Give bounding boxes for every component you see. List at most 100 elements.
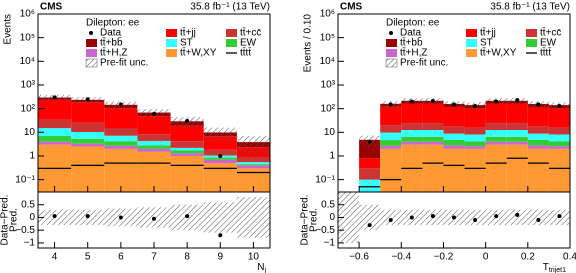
data-point [473, 103, 478, 108]
data-point [85, 97, 90, 102]
y-tick-label: 10 [24, 127, 36, 138]
ratio-y-tick-label: −0.5 [315, 225, 335, 236]
x-tick-label: 9 [218, 252, 224, 263]
stack-bar [170, 147, 204, 151]
stack-bar [464, 127, 486, 135]
stack-bar [104, 108, 138, 129]
stack-bar [137, 116, 171, 135]
stack-bar [380, 140, 402, 146]
ratio-y-tick-label: 0.5 [321, 199, 335, 210]
data-point [494, 99, 499, 104]
stack-bar [401, 103, 423, 124]
legend-label: tt̄+H,Z [100, 46, 128, 58]
ratio-y-label-bottom: Pred. [309, 208, 320, 232]
ratio-point [388, 218, 393, 222]
stack-bar [71, 132, 105, 139]
stack-bar [422, 130, 444, 137]
data-point [409, 99, 414, 104]
y-axis-label: Events / 0.10 [303, 14, 314, 73]
data-point [185, 119, 190, 124]
stack-bar [422, 103, 444, 124]
stack-bar [485, 103, 507, 124]
stack-bar [464, 134, 486, 142]
stack-bar [38, 128, 72, 136]
ratio-y-label-top: Data−Pred. [0, 195, 11, 246]
x-axis-label: Ttrijet1 [543, 262, 566, 273]
x-axis-label: Nj [257, 262, 266, 273]
stack-bar [401, 136, 423, 142]
data-point [118, 102, 123, 107]
stack-bar [464, 148, 486, 192]
lumi: 35.8 fb⁻¹ (13 TeV) [190, 2, 270, 13]
ratio-uncertainty-band [464, 209, 486, 226]
stack-bar [506, 141, 528, 145]
stack-bar [548, 146, 570, 149]
ratio-point [52, 214, 57, 219]
stack-bar [422, 136, 444, 142]
y-tick-label: 10⁶ [320, 9, 335, 20]
stack-bar [443, 106, 465, 127]
ratio-uncertainty-band [527, 209, 549, 226]
y-axis-label: Events [3, 14, 14, 45]
annotation: Dilepton: ee [386, 18, 440, 29]
legend-marker [226, 29, 237, 37]
stack-bar [359, 179, 381, 192]
data-point [52, 95, 57, 100]
legend-marker [86, 39, 97, 47]
y-tick-label: 10² [321, 103, 336, 114]
ratio-y-tick-label: 0.5 [21, 199, 35, 210]
x-tick-label: 8 [184, 252, 190, 263]
x-label-main: N [257, 262, 264, 273]
y-tick-label: 10² [21, 103, 36, 114]
stack-bar [137, 145, 171, 149]
legend-marker [166, 39, 177, 47]
stack-bar [485, 130, 507, 137]
legend-marker [466, 39, 477, 47]
stack-bar [506, 130, 528, 137]
stack-bar [527, 126, 549, 134]
x-label-sub: trijet1 [549, 267, 566, 273]
data-point [430, 99, 435, 104]
y-tick-label: 10⁵ [20, 32, 35, 43]
stack-bar [203, 149, 237, 156]
stack-bar [401, 123, 423, 131]
legend-marker [389, 31, 393, 35]
ratio-point [218, 233, 223, 238]
ratio-point [152, 216, 156, 221]
stack-bar [71, 146, 105, 192]
x-tick-label: 4 [52, 252, 58, 263]
uncertainty-band [203, 127, 237, 142]
ratio-uncertainty-band [359, 204, 381, 231]
legend-marker [526, 29, 537, 37]
ratio-uncertainty-band [203, 202, 237, 233]
stack-bar [170, 141, 204, 148]
stack-bar [236, 168, 270, 192]
stack-bar [380, 106, 402, 126]
stack-bar [527, 148, 549, 192]
legend-label: tt̄tt̄ [540, 46, 552, 58]
stack-bar [38, 99, 72, 120]
stack-bar [380, 132, 402, 141]
ratio-point [515, 212, 520, 217]
y-tick-label: 10⁵ [320, 32, 335, 43]
stack-bar [548, 127, 570, 135]
y-tick-label: 1 [329, 151, 335, 162]
stack-bar [71, 102, 105, 123]
ratio-y-label-bottom: Pred. [9, 208, 20, 232]
legend-label: EW [540, 38, 557, 49]
y-tick-label: 10⁻¹ [15, 174, 35, 185]
x-tick-label: 0.2 [521, 252, 535, 263]
ratio-uncertainty-band [380, 209, 402, 226]
ratio-uncertainty-band [506, 209, 528, 226]
stack-bar [443, 148, 465, 192]
legend-label: tt̄tt̄ [240, 46, 252, 58]
ratio-point [185, 214, 190, 219]
stack-bar [104, 128, 138, 136]
x-tick-label: 10 [248, 252, 260, 263]
stack-bar [548, 148, 570, 192]
stack-bar [422, 144, 444, 192]
stack-bar [422, 123, 444, 131]
legend-marker [526, 39, 537, 47]
y-tick-label: 10 [324, 127, 336, 138]
stack-bar [137, 140, 171, 146]
